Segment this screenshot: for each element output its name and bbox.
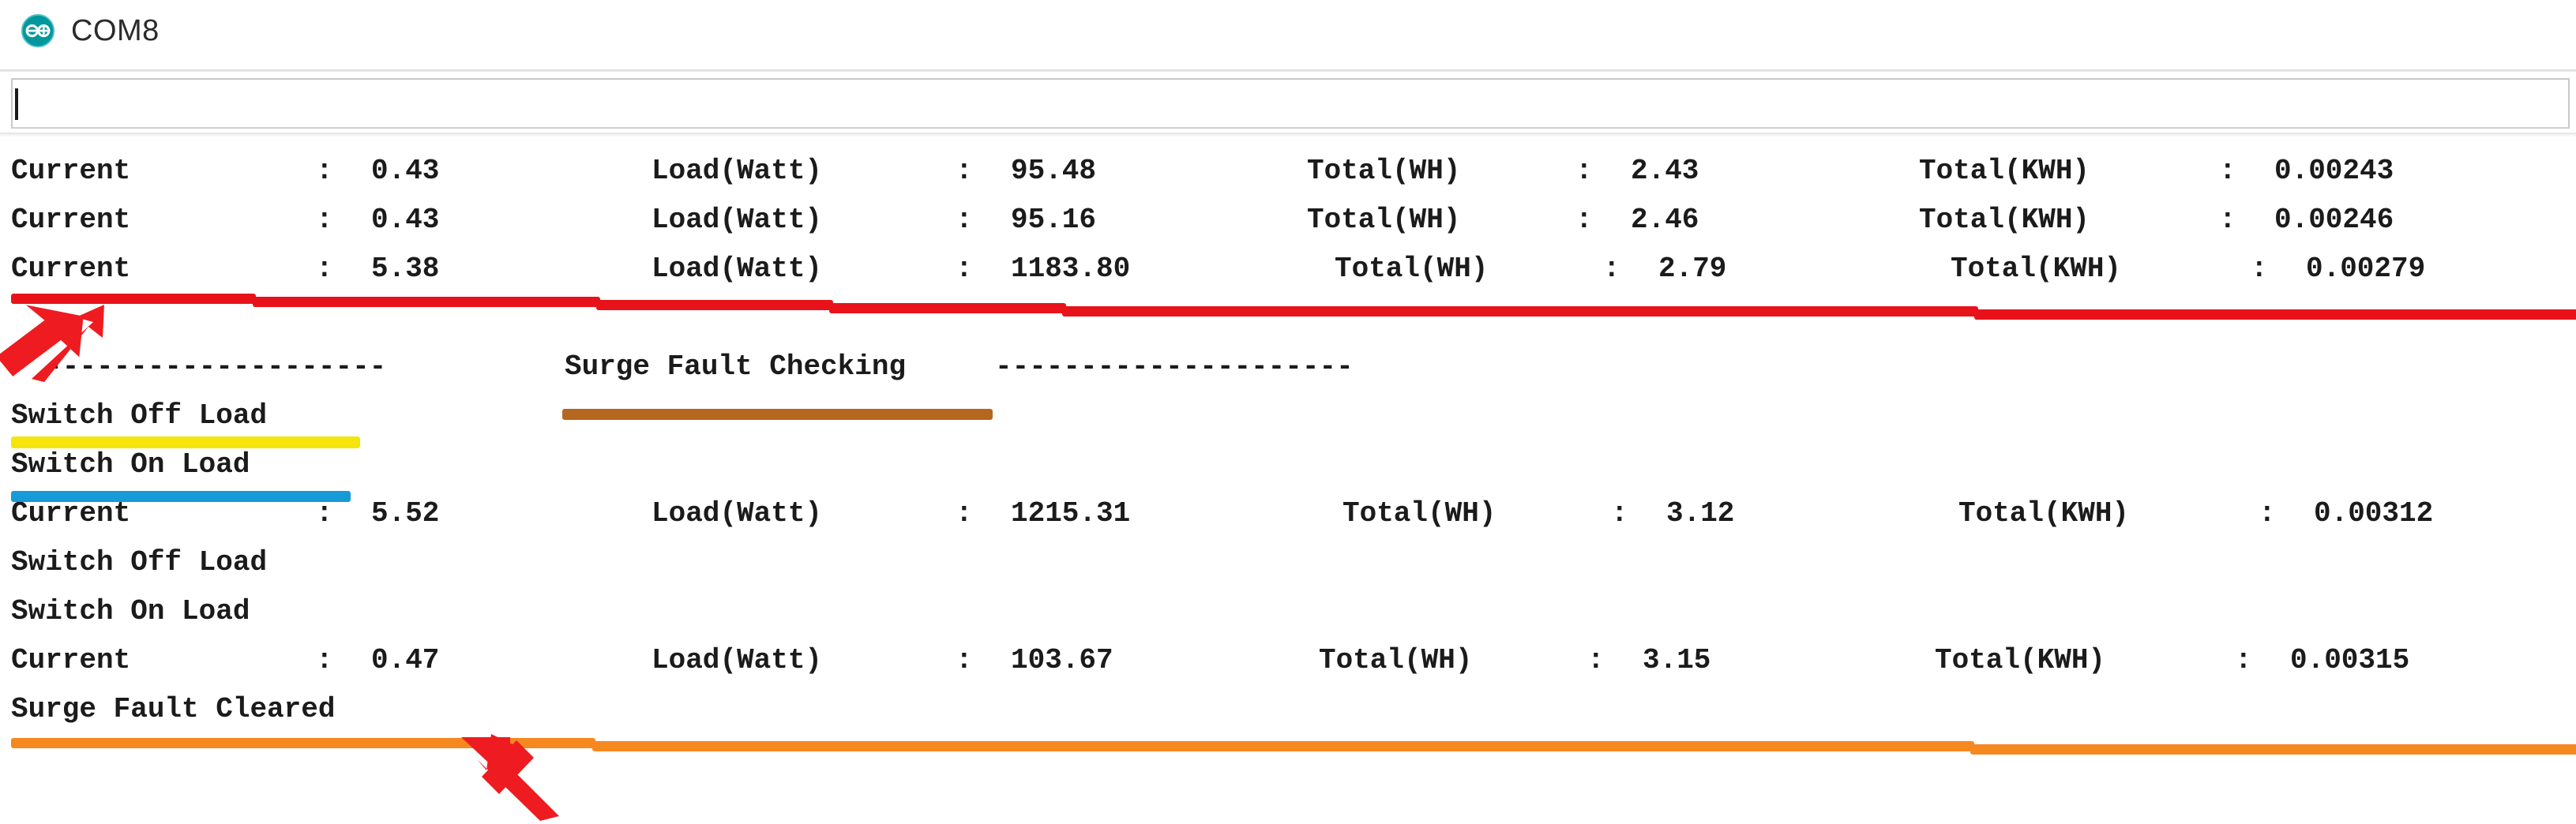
field-value-total-kwh: 0.00279 — [2306, 253, 2426, 285]
field-value-load: 103.67 — [1011, 644, 1113, 676]
field-colon: : — [956, 644, 973, 676]
field-label-current: Current — [11, 497, 131, 530]
console-line-status: Switch On Load — [0, 587, 2576, 636]
field-label-current: Current — [11, 155, 131, 187]
window-title: COM8 — [71, 13, 160, 47]
field-label-total-kwh: Total(KWH) — [1919, 155, 2090, 187]
console-line: Current : 5.52 Load(Watt) : 1215.31 Tota… — [0, 489, 2576, 538]
field-label-total-wh: Total(WH) — [1307, 204, 1461, 236]
serial-send-bar[interactable] — [11, 78, 2570, 129]
field-label-load: Load(Watt) — [652, 204, 823, 236]
console-line-status: Switch Off Load — [0, 538, 2576, 587]
field-value-total-wh: 3.15 — [1643, 644, 1711, 676]
serial-send-input[interactable] — [13, 81, 2568, 125]
field-value-total-wh: 2.46 — [1631, 204, 1699, 236]
field-value-total-kwh: 0.00243 — [2274, 155, 2394, 187]
field-value-current: 0.47 — [371, 644, 440, 676]
field-colon: : — [316, 644, 333, 676]
status-text: Switch On Load — [11, 448, 250, 481]
field-colon: : — [2259, 497, 2276, 530]
field-value-total-kwh: 0.00315 — [2290, 644, 2410, 676]
console-line-banner: - -------------------- Surge Fault Check… — [0, 343, 2576, 391]
field-colon: : — [956, 155, 973, 187]
field-value-total-wh: 2.79 — [1658, 253, 1727, 285]
field-colon: : — [316, 497, 333, 530]
field-colon: : — [1587, 644, 1605, 676]
console-line-status: Switch On Load — [0, 440, 2576, 489]
field-value-total-kwh: 0.00246 — [2274, 204, 2394, 236]
status-text: Switch On Load — [11, 595, 250, 627]
field-value-current: 5.52 — [371, 497, 440, 530]
status-text: Surge Fault Cleared — [11, 693, 336, 725]
field-value-total-wh: 2.43 — [1631, 155, 1699, 187]
text-cursor — [15, 88, 18, 120]
field-colon: : — [956, 204, 973, 236]
field-label-total-kwh: Total(KWH) — [1958, 497, 2130, 530]
field-label-total-kwh: Total(KWH) — [1951, 253, 2122, 285]
console-line-status: Switch Off Load — [0, 391, 2576, 440]
field-label-total-wh: Total(WH) — [1342, 497, 1496, 530]
field-value-load: 1215.31 — [1011, 497, 1131, 530]
field-colon: : — [1611, 497, 1628, 530]
status-text: Switch Off Load — [11, 546, 268, 579]
banner-dashes-left: - -------------------- — [11, 350, 387, 383]
field-value-load: 95.48 — [1011, 155, 1097, 187]
field-colon: : — [1575, 204, 1593, 236]
field-label-total-wh: Total(WH) — [1319, 644, 1473, 676]
field-colon: : — [2219, 155, 2236, 187]
console-line-recovery: Current : 0.47 Load(Watt) : 103.67 Total… — [0, 636, 2576, 685]
field-value-total-kwh: 0.00312 — [2314, 497, 2434, 530]
field-label-total-wh: Total(WH) — [1307, 155, 1461, 187]
field-value-current: 0.43 — [371, 155, 440, 187]
console-line-blank — [0, 294, 2576, 343]
field-colon: : — [2251, 253, 2268, 285]
field-colon: : — [956, 253, 973, 285]
field-colon: : — [316, 204, 333, 236]
field-label-total-kwh: Total(KWH) — [1919, 204, 2090, 236]
field-colon: : — [1603, 253, 1620, 285]
console-line: Current : 0.43 Load(Watt) : 95.48 Total(… — [0, 147, 2576, 196]
window-titlebar: COM8 — [0, 0, 2576, 62]
field-colon: : — [2235, 644, 2252, 676]
field-colon: : — [956, 497, 973, 530]
field-value-load: 1183.80 — [1011, 253, 1131, 285]
console-line-surge: Current : 5.38 Load(Watt) : 1183.80 Tota… — [0, 245, 2576, 294]
field-colon: : — [316, 155, 333, 187]
console-line-status-cleared: Surge Fault Cleared — [0, 685, 2576, 734]
field-label-load: Load(Watt) — [652, 644, 823, 676]
serial-output-console[interactable]: Current : 0.43 Load(Watt) : 95.48 Total(… — [0, 147, 2576, 824]
status-text: Switch Off Load — [11, 399, 268, 432]
arduino-infinity-icon — [21, 13, 55, 48]
field-value-current: 5.38 — [371, 253, 440, 285]
field-colon: : — [316, 253, 333, 285]
banner-dashes-right: --------------------- — [995, 350, 1354, 383]
field-label-load: Load(Watt) — [652, 253, 823, 285]
field-label-current: Current — [11, 644, 131, 676]
field-value-total-wh: 3.12 — [1666, 497, 1735, 530]
field-colon: : — [2219, 204, 2236, 236]
titlebar-divider — [0, 69, 2576, 72]
field-label-load: Load(Watt) — [652, 497, 823, 530]
send-bar-divider — [0, 133, 2576, 137]
field-label-total-kwh: Total(KWH) — [1935, 644, 2106, 676]
console-line: Current : 0.43 Load(Watt) : 95.16 Total(… — [0, 196, 2576, 245]
field-value-load: 95.16 — [1011, 204, 1097, 236]
field-label-current: Current — [11, 204, 131, 236]
banner-text: Surge Fault Checking — [565, 350, 907, 383]
field-label-current: Current — [11, 253, 131, 285]
field-colon: : — [1575, 155, 1593, 187]
field-label-total-wh: Total(WH) — [1335, 253, 1489, 285]
field-label-load: Load(Watt) — [652, 155, 823, 187]
field-value-current: 0.43 — [371, 204, 440, 236]
